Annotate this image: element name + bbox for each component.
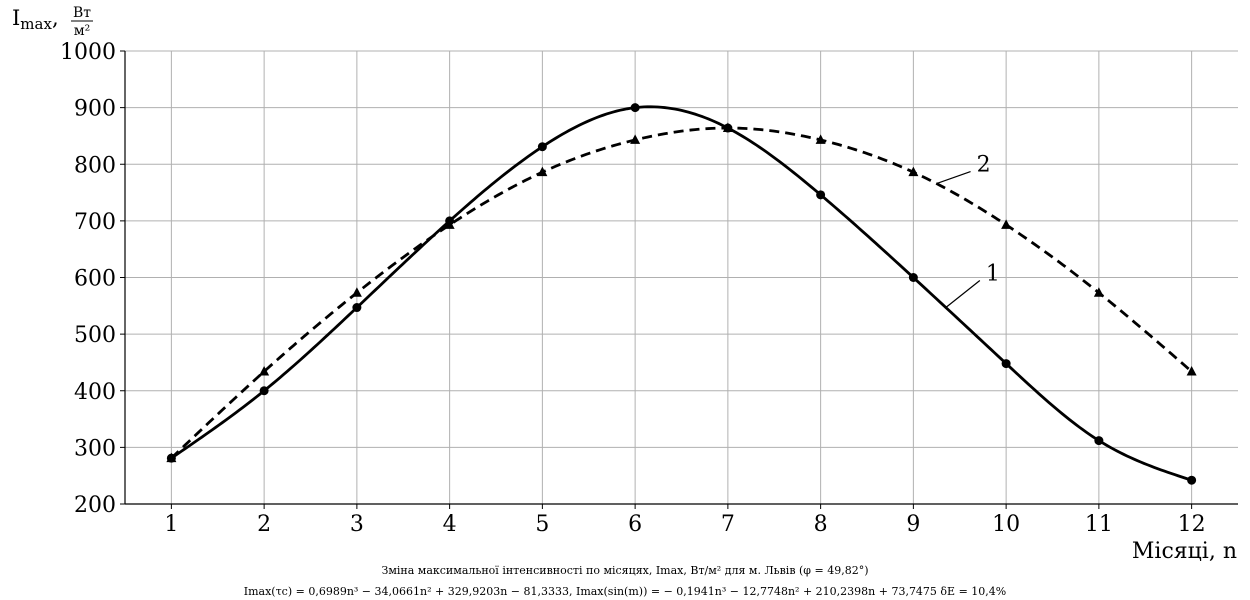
series-1-point (537, 142, 547, 152)
series-1-point (352, 303, 362, 313)
x-tick-label: 11 (1085, 512, 1113, 537)
axes (120, 50, 1238, 509)
series-1-point (1094, 436, 1104, 446)
series-1-point (259, 386, 269, 396)
x-tick-label: 6 (628, 512, 642, 537)
series-1-point (1001, 359, 1011, 369)
y-tick-label: 800 (74, 153, 116, 178)
annotation-label: 2 (977, 153, 991, 178)
annotation-leader (945, 280, 981, 308)
x-tick-label: 2 (257, 512, 271, 537)
x-tick-label: 9 (906, 512, 920, 537)
y-tick-label: 400 (74, 380, 116, 405)
series-2-point (1186, 365, 1197, 376)
series-1-point (1187, 475, 1197, 485)
caption-line2: Imax(τc) = 0,6989n³ − 34,0661n² + 329,92… (243, 585, 1007, 598)
y-tick-label: 500 (74, 323, 116, 348)
x-tick-label: 7 (721, 512, 735, 537)
series-2-line (170, 126, 1193, 460)
series-2-point (259, 365, 270, 376)
series-2-point (537, 166, 548, 177)
y-axis-label-main: I (12, 6, 20, 30)
x-tick-label: 3 (350, 512, 364, 537)
x-tick-label: 4 (443, 512, 457, 537)
y-tick-label: 900 (74, 97, 116, 122)
series-2-point (815, 134, 826, 144)
y-tick-label: 700 (74, 210, 116, 235)
x-tick-label: 8 (814, 512, 828, 537)
x-tick-label: 5 (535, 512, 549, 537)
series-2-point (166, 452, 177, 463)
y-tick-label: 600 (74, 267, 116, 292)
annotations: 12 (936, 153, 1000, 308)
series-2-point (722, 122, 733, 133)
y-axis-unit-denominator: м² (74, 23, 91, 39)
y-tick-label: 300 (74, 436, 116, 461)
x-axis-label: Місяці, n (1132, 539, 1237, 564)
x-tick-label: 12 (1178, 512, 1206, 537)
series-group (166, 103, 1197, 485)
svg-text:Imax,: Imax, (12, 6, 59, 33)
series-2-point (630, 134, 641, 144)
y-tick-label: 1000 (60, 40, 116, 65)
annotation-leader (936, 170, 971, 185)
y-tick-label: 200 (74, 493, 116, 518)
series-1-line (170, 105, 1193, 482)
series-2-point (1001, 219, 1012, 229)
y-axis-label: Imax, Вт м² (12, 5, 93, 39)
y-axis-label-sub: max (20, 15, 52, 33)
series-2-point (1093, 287, 1104, 297)
series-1-point (630, 103, 640, 113)
y-axis-unit-numerator: Вт (73, 5, 91, 21)
caption-line1: Зміна максимальної інтенсивності по міся… (381, 564, 869, 577)
annotation-label: 1 (986, 261, 1000, 286)
series-2-point (908, 166, 919, 177)
series-2-point (351, 287, 362, 297)
series-1-point (816, 190, 826, 200)
y-tick-labels: 200 300 400 500 600 700 800 900 1000 (60, 40, 116, 518)
x-tick-label: 1 (164, 512, 178, 537)
x-tick-label: 10 (992, 512, 1020, 537)
x-tick-labels: 1 2 3 4 5 6 7 8 9 10 11 12 (164, 512, 1205, 537)
grid (125, 50, 1238, 505)
series-2-point (444, 219, 455, 229)
series-1-point (908, 273, 918, 282)
